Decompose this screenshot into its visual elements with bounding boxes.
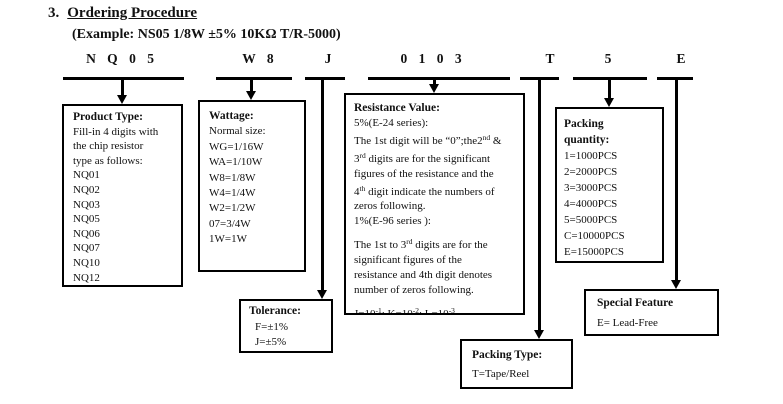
text-line: W8=1/8W <box>209 171 256 184</box>
code-wattage: W 8 <box>242 51 274 66</box>
text-line: type as follows: <box>73 154 143 167</box>
connector-bar-tolerance <box>305 77 345 80</box>
text-line: 4=4000PCS <box>564 198 618 210</box>
text-line: WA=1/10W <box>209 156 263 169</box>
text-line: number of zeros following. <box>354 283 474 296</box>
text-line: the chip resistor <box>73 140 144 153</box>
section-number: 3. <box>48 5 60 21</box>
text-line: 3=3000PCS <box>564 182 618 194</box>
packing-type-box: Packing Type: T=Tape/Reel <box>460 339 573 389</box>
text-line: 1=1000PCS <box>564 150 618 162</box>
text-line: J=±5% <box>255 336 287 349</box>
text-line: NQ02 <box>73 183 100 196</box>
packing-quantity-lines: 1=1000PCS 2=2000PCS 3=3000PCS 4=4000PCS 5=50… <box>564 148 659 260</box>
product-type-box: Product Type: Fill-in 4 digits with the c… <box>62 104 183 287</box>
text-line: J=10-1; K=10-2; L=10-3 <box>354 305 455 315</box>
code-packing-quantity: 5 <box>604 51 612 66</box>
text-line: 1W=1W <box>209 233 247 246</box>
text-line: F=±1% <box>255 320 289 333</box>
code-resistance-value: 0 1 0 3 <box>400 51 462 66</box>
text-line: T=Tape/Reel <box>472 367 530 380</box>
packing-type-lines: T=Tape/Reel <box>472 365 568 384</box>
code-packing-type: T <box>545 51 555 66</box>
text-line: W2=1/2W <box>209 202 256 215</box>
text-line: Normal size: <box>209 125 266 138</box>
text-line: E=15000PCS <box>564 246 624 258</box>
wattage-box: Wattage: Normal size: WG=1/16W WA=1/10W W8=… <box>198 100 306 272</box>
wattage-lines: Normal size: WG=1/16W WA=1/10W W8=1/8W W4=1/… <box>209 124 301 247</box>
text-line: Packing <box>564 118 604 130</box>
arrow-down-icon <box>317 290 327 299</box>
text-line: 07=3/4W <box>209 217 251 230</box>
arrow-down-icon <box>117 95 127 104</box>
text-line: NQ01 <box>73 169 100 182</box>
packing-quantity-title: Packing quantity: <box>564 116 659 148</box>
text-line: W4=1/4W <box>209 187 256 200</box>
connector-bar-product-type <box>63 77 184 80</box>
connector-stem-wattage <box>250 77 253 92</box>
resistance-value-box: Resistance Value: 5%(E-24 series): The 1s… <box>344 93 525 315</box>
text-line: NQ05 <box>73 213 100 226</box>
section-header: 3. Ordering Procedure <box>48 5 197 22</box>
text-line: Fill-in 4 digits with <box>73 125 159 138</box>
text-line: 2=2000PCS <box>564 166 618 178</box>
text-line: figures of the resistance and the <box>354 167 494 180</box>
text-line: significant figures of the <box>354 254 462 267</box>
arrow-down-icon <box>429 84 439 93</box>
text-line: The 1st digit will be “0”;the2nd & <box>354 132 502 147</box>
text-line: 3rd digits are for the significant <box>354 150 491 165</box>
wattage-title: Wattage: <box>209 110 254 122</box>
product-type-lines: Fill-in 4 digits with the chip resistor ty… <box>73 125 178 285</box>
text-line: WG=1/16W <box>209 140 264 153</box>
example-line: (Example: NS05 1/8W ±5% 10KΩ T/R-5000) <box>72 27 341 42</box>
special-feature-lines: E= Lead-Free <box>597 314 714 334</box>
code-special-feature: E <box>676 51 686 66</box>
text-line: 4th digit indicate the numbers of <box>354 183 495 198</box>
text-line: E= Lead-Free <box>597 316 658 329</box>
text-line: NQ12 <box>73 271 100 284</box>
code-tolerance: J <box>324 51 332 66</box>
connector-stem-resistance-value <box>433 77 436 85</box>
text-line: 5%(E-24 series): <box>354 116 429 129</box>
packing-quantity-box: Packing quantity: 1=1000PCS 2=2000PCS 3=300… <box>555 107 664 263</box>
tolerance-box: Tolerance: F=±1% J=±5% <box>239 299 333 353</box>
text-line: The 1st to 3rd digits are for the <box>354 237 488 252</box>
connector-stem-tolerance <box>321 77 324 291</box>
tolerance-title: Tolerance: <box>249 305 301 317</box>
text-line: NQ03 <box>73 198 100 211</box>
text-line: C=10000PCS <box>564 230 625 242</box>
connector-bar-resistance-value <box>368 77 510 80</box>
text-line: quantity: <box>564 134 610 146</box>
code-product-type: N Q 0 5 <box>86 51 154 66</box>
text-line: NQ07 <box>73 242 100 255</box>
text-line: NQ06 <box>73 227 100 240</box>
resistance-value-title: Resistance Value: <box>354 102 440 114</box>
text-line: resistance and 4th digit denotes <box>354 269 493 282</box>
connector-stem-packing-quantity <box>608 77 611 99</box>
text-line: 5=5000PCS <box>564 214 618 226</box>
arrow-down-icon <box>246 91 256 100</box>
resistance-value-lines: 5%(E-24 series): The 1st digit will be “0… <box>354 116 519 315</box>
connector-stem-packing-type <box>538 77 541 331</box>
special-feature-title: Special Feature <box>597 297 674 309</box>
connector-stem-product-type <box>121 77 124 96</box>
arrow-down-icon <box>671 280 681 289</box>
tolerance-lines: F=±1% J=±5% <box>249 320 328 351</box>
text-line: 1%(E-96 series ): <box>354 215 431 228</box>
arrow-down-icon <box>534 330 544 339</box>
packing-type-title: Packing Type: <box>472 349 543 361</box>
connector-bar-wattage <box>216 77 292 80</box>
arrow-down-icon <box>604 98 614 107</box>
section-title: Ordering Procedure <box>67 5 198 21</box>
product-type-title: Product Type: <box>73 111 143 123</box>
connector-stem-special-feature <box>675 77 678 281</box>
special-feature-box: Special Feature E= Lead-Free <box>584 289 719 336</box>
text-line: zeros following. <box>354 200 426 213</box>
text-line: NQ10 <box>73 256 100 269</box>
